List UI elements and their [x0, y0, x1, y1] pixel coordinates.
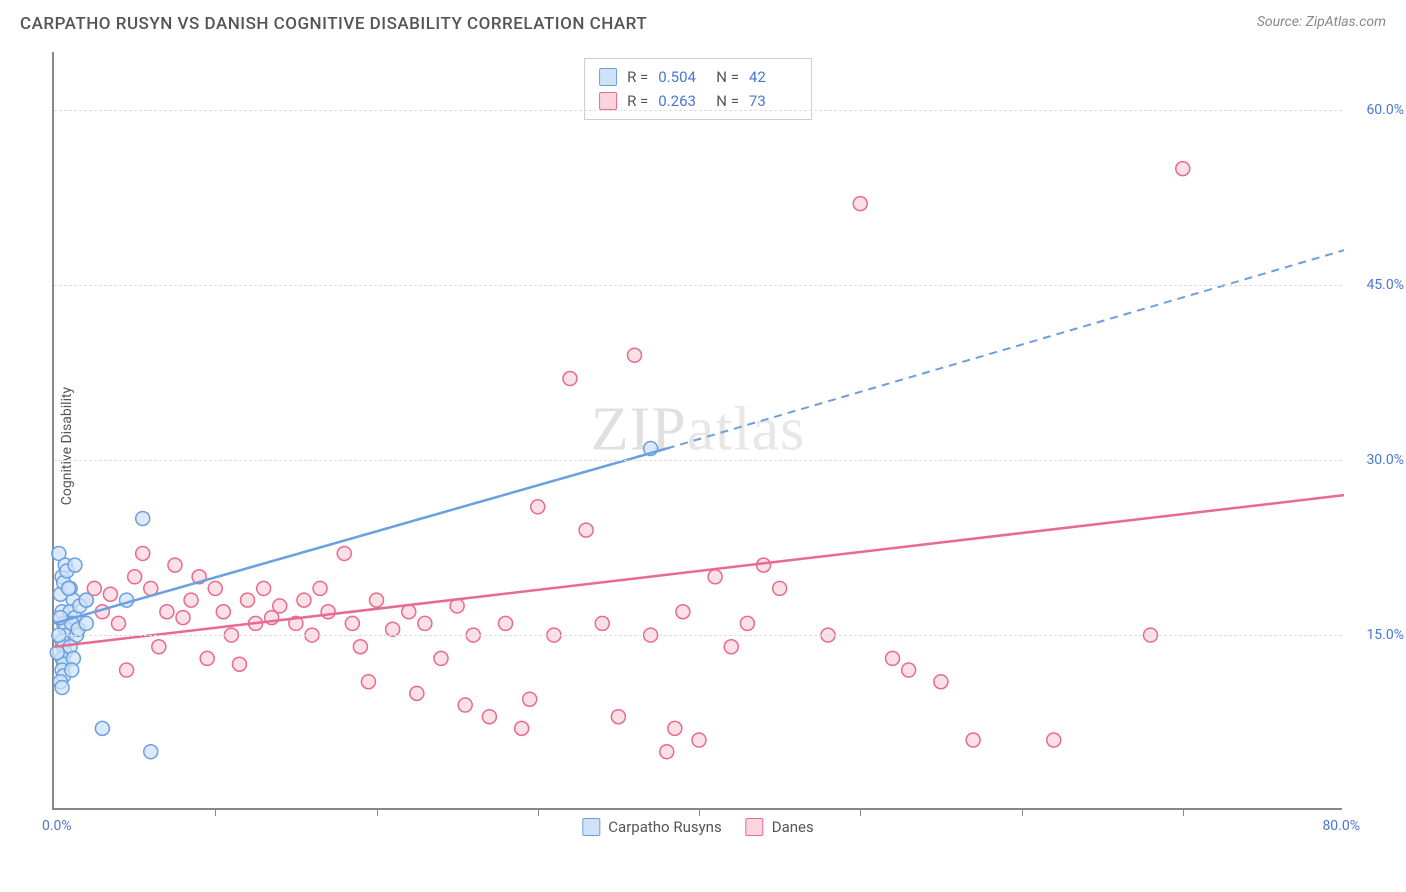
ytick-label: 60.0% [1366, 102, 1404, 118]
data-point [853, 197, 867, 211]
data-point [144, 745, 158, 759]
data-point [241, 593, 255, 607]
data-point [740, 616, 754, 630]
data-point [103, 587, 117, 601]
xtick [377, 808, 378, 816]
data-point [708, 570, 722, 584]
data-point [418, 616, 432, 630]
data-point [112, 616, 126, 630]
data-point [136, 546, 150, 560]
series-legend: Carpatho Rusyns Danes [582, 818, 813, 836]
data-point [321, 605, 335, 619]
x-min-label: 0.0% [42, 818, 72, 834]
data-point [297, 593, 311, 607]
gridline [54, 460, 1342, 461]
chart-title: CARPATHO RUSYN VS DANISH COGNITIVE DISAB… [20, 14, 647, 34]
data-point [232, 657, 246, 671]
data-point [692, 733, 706, 747]
data-point [79, 616, 93, 630]
data-point [152, 640, 166, 654]
data-point [136, 511, 150, 525]
data-point [724, 640, 738, 654]
plot-area: ZIPatlas R = 0.504 N = 42 R = 0.263 N = … [52, 52, 1342, 810]
ytick-label: 30.0% [1366, 452, 1404, 468]
data-point [531, 500, 545, 514]
scatter-svg [54, 52, 1342, 808]
data-point [676, 605, 690, 619]
data-point [902, 663, 916, 677]
data-point [458, 698, 472, 712]
ytick-label: 15.0% [1366, 627, 1404, 643]
data-point [55, 681, 69, 695]
chart-header: CARPATHO RUSYN VS DANISH COGNITIVE DISAB… [0, 0, 1406, 40]
data-point [345, 616, 359, 630]
data-point [95, 721, 109, 735]
data-point [79, 593, 93, 607]
data-point [410, 686, 424, 700]
ytick-label: 45.0% [1366, 277, 1404, 293]
data-point [482, 710, 496, 724]
trend-line [54, 448, 667, 623]
xtick [699, 808, 700, 816]
xtick [1022, 808, 1023, 816]
gridline [54, 285, 1342, 286]
data-point [934, 675, 948, 689]
data-point [65, 663, 79, 677]
trend-line-extrapolated [667, 250, 1344, 448]
swatch-icon [582, 818, 600, 836]
data-point [370, 593, 384, 607]
data-point [668, 721, 682, 735]
data-point [1176, 162, 1190, 176]
data-point [160, 605, 174, 619]
data-point [361, 675, 375, 689]
xtick [860, 808, 861, 816]
data-point [773, 581, 787, 595]
data-point [168, 558, 182, 572]
data-point [628, 348, 642, 362]
xtick [1183, 808, 1184, 816]
data-point [595, 616, 609, 630]
data-point [523, 692, 537, 706]
trend-line [54, 495, 1344, 647]
data-point [208, 581, 222, 595]
data-point [515, 721, 529, 735]
data-point [200, 651, 214, 665]
data-point [176, 611, 190, 625]
data-point [966, 733, 980, 747]
gridline [54, 635, 1342, 636]
data-point [184, 593, 198, 607]
data-point [62, 581, 76, 595]
data-point [50, 646, 64, 660]
data-point [337, 546, 351, 560]
data-point [611, 710, 625, 724]
x-max-label: 80.0% [1322, 818, 1360, 834]
data-point [128, 570, 142, 584]
data-point [353, 640, 367, 654]
xtick [215, 808, 216, 816]
data-point [660, 745, 674, 759]
gridline [54, 110, 1342, 111]
data-point [579, 523, 593, 537]
data-point [257, 581, 271, 595]
chart-source: Source: ZipAtlas.com [1257, 14, 1386, 30]
legend-item-danes: Danes [746, 818, 814, 836]
data-point [313, 581, 327, 595]
data-point [886, 651, 900, 665]
data-point [68, 558, 82, 572]
data-point [563, 372, 577, 386]
legend-item-carpatho: Carpatho Rusyns [582, 818, 721, 836]
xtick [538, 808, 539, 816]
data-point [499, 616, 513, 630]
data-point [1047, 733, 1061, 747]
data-point [216, 605, 230, 619]
data-point [120, 663, 134, 677]
swatch-icon [746, 818, 764, 836]
data-point [434, 651, 448, 665]
